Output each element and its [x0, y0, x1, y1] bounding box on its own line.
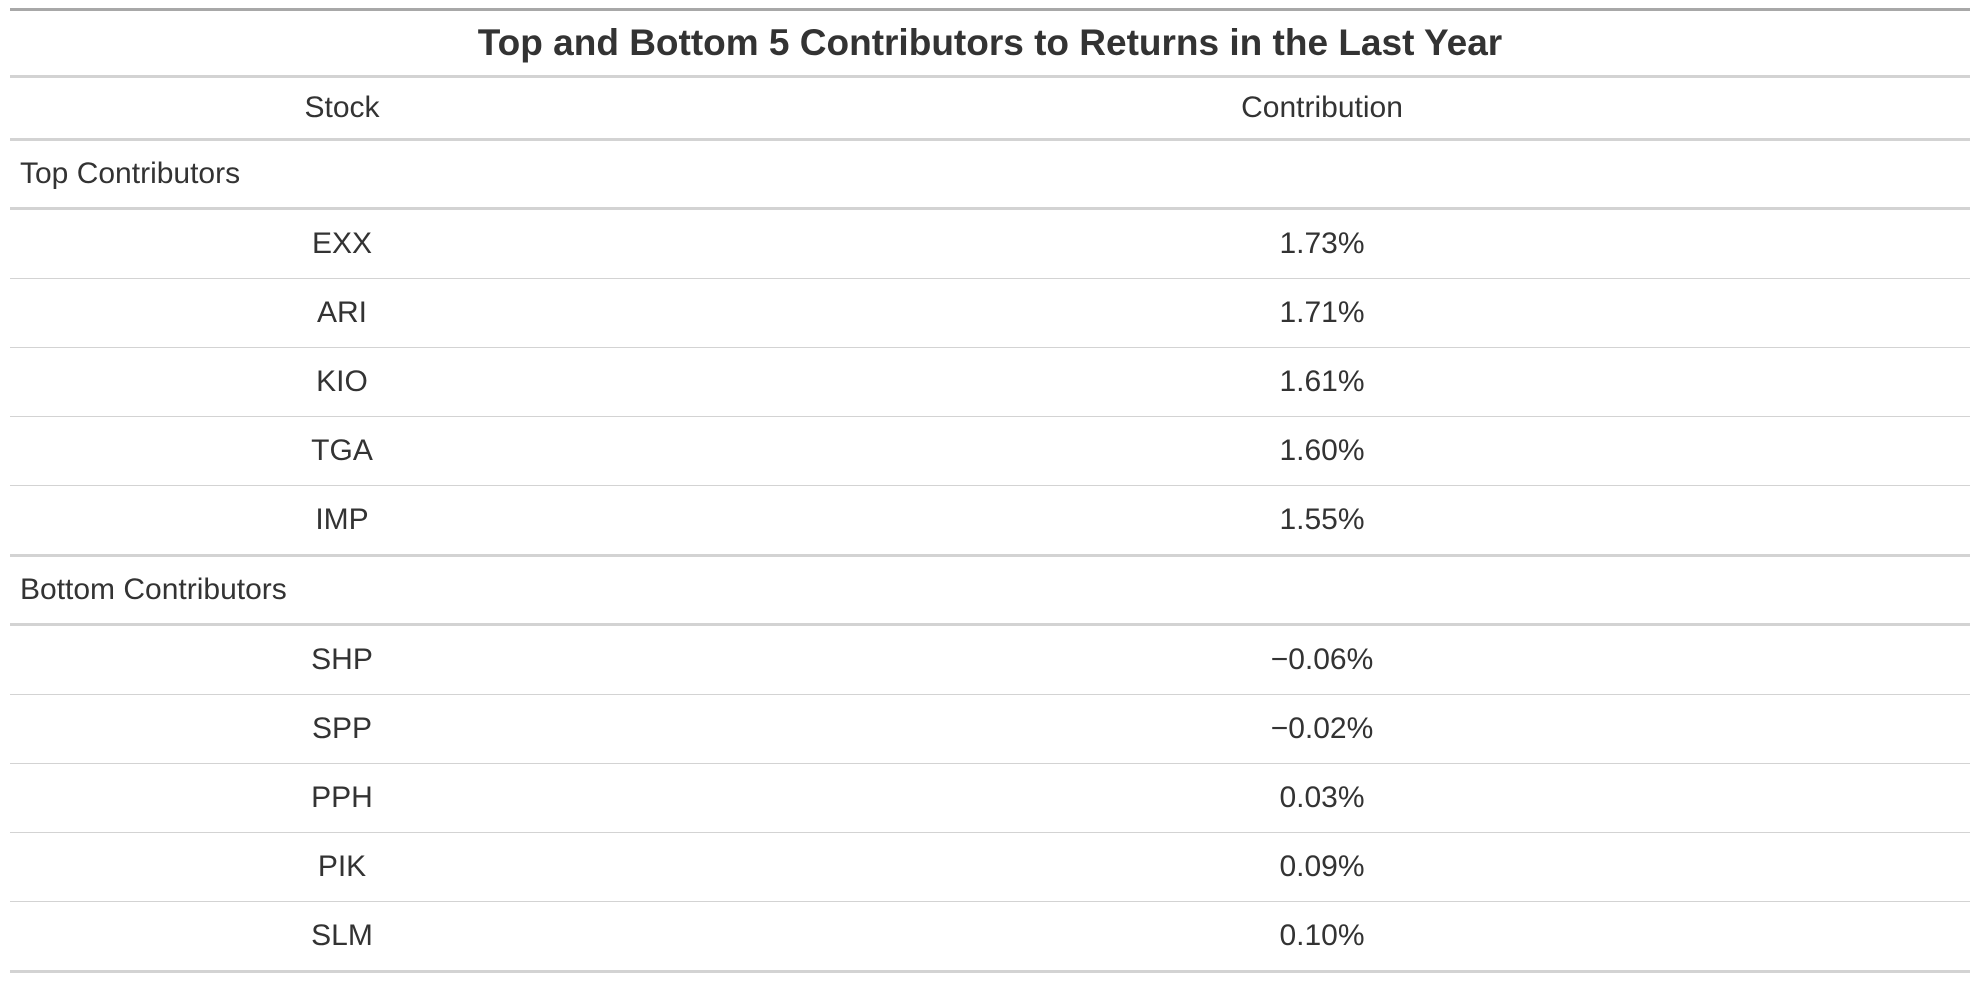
stock-cell: KIO [10, 347, 674, 417]
stock-cell: TGA [10, 416, 674, 486]
table-row: IMP 1.55% [10, 485, 1970, 556]
stock-cell: ARI [10, 278, 674, 348]
stock-cell: SHP [311, 643, 373, 676]
table-row: TGA 1.60% [10, 416, 1970, 486]
table-row: KIO 1.61% [10, 347, 1970, 417]
contribution-cell: −0.06% [1270, 643, 1374, 676]
stock-cell: PIK [10, 832, 674, 902]
column-header-contribution: Contribution [674, 76, 1970, 141]
table-row: ARI 1.71% [10, 278, 1970, 348]
stock-cell: IMP [10, 485, 674, 556]
column-header-stock: Stock [10, 76, 674, 141]
table-body: Top Contributors EXX 1.73% ARI 1.71% KIO 1.61%… [10, 138, 1970, 972]
group-heading-row: Top Contributors [10, 138, 1970, 210]
stock-cell: EXX [311, 227, 373, 260]
table-row: SPP −0.02% [10, 694, 1970, 764]
contribution-cell: 1.73% [1279, 227, 1365, 260]
contribution-cell: 1.55% [674, 485, 1970, 556]
table-row: SHP −0.06% [10, 625, 1970, 695]
contribution-cell: 0.03% [674, 763, 1970, 833]
table-row: SLM 0.10% [10, 901, 1970, 972]
table-row: EXX 1.73% [10, 209, 1970, 279]
table-row: PPH 0.03% [10, 763, 1970, 833]
contribution-cell: 0.09% [674, 832, 1970, 902]
contribution-cell: 1.71% [674, 278, 1970, 348]
group-heading: Bottom Contributors [10, 554, 1970, 626]
contribution-cell: 0.10% [674, 901, 1970, 972]
contributors-table: Top and Bottom 5 Contributors to Returns… [10, 8, 1970, 973]
contribution-cell: 1.60% [674, 416, 1970, 486]
stock-cell: SPP [10, 694, 674, 764]
table-row: PIK 0.09% [10, 832, 1970, 902]
contribution-cell: 1.61% [674, 347, 1970, 417]
stock-cell: PPH [10, 763, 674, 833]
group-heading: Top Contributors [10, 138, 1970, 210]
table-title: Top and Bottom 5 Contributors to Returns… [10, 9, 1970, 78]
stock-cell: SLM [10, 901, 674, 972]
group-heading-row: Bottom Contributors [10, 554, 1970, 626]
contribution-cell: −0.02% [674, 694, 1970, 764]
